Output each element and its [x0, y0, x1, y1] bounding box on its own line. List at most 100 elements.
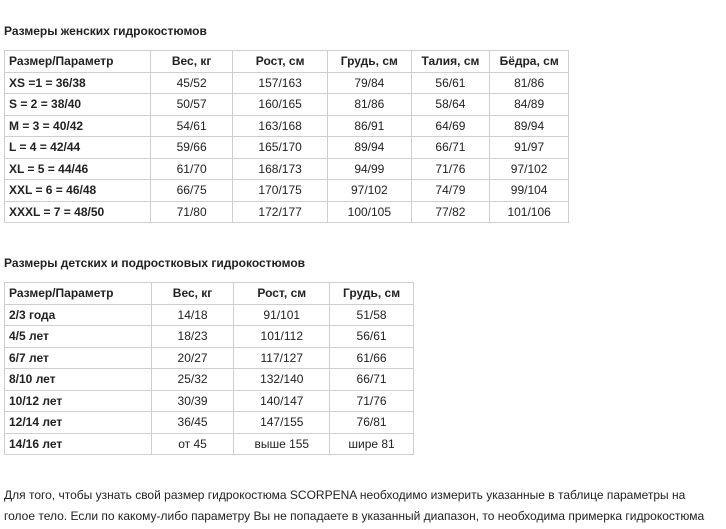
table-cell: 140/147	[233, 389, 331, 412]
table-cell: 165/170	[232, 136, 329, 159]
table-cell: 66/71	[410, 136, 491, 159]
sizing-note: Для того, чтобы узнать свой размер гидро…	[4, 488, 705, 523]
table-cell: 51/58	[329, 303, 414, 326]
table-row: 8/10 лет 25/32 132/140 66/71	[4, 368, 414, 391]
table-cell: XS =1 = 36/38	[3, 71, 152, 94]
table-cell: 50/57	[150, 93, 234, 116]
table-cell: 97/102	[489, 157, 569, 180]
table-cell: 66/71	[329, 368, 414, 391]
table-cell: 61/66	[329, 346, 414, 369]
table-header-row: Размер/Параметр Вес, кг Рост, см Грудь, см	[4, 282, 414, 305]
table-cell: 157/163	[232, 71, 329, 94]
table-cell: 101/106	[489, 200, 569, 223]
column-header: Вес, кг	[150, 50, 234, 73]
table-row: XL = 5 = 44/46 61/70 168/173 94/99 71/76 97/1…	[3, 157, 569, 180]
column-header: Размер/Параметр	[4, 282, 152, 305]
table-cell: 163/168	[232, 114, 329, 137]
table-cell: 6/7 лет	[4, 346, 152, 369]
table-cell: 77/82	[410, 200, 491, 223]
table-row: M = 3 = 40/42 54/61 163/168 86/91 64/69 89/94	[3, 114, 569, 137]
table-cell: 117/127	[233, 346, 331, 369]
table-cell: 89/94	[327, 136, 412, 159]
table-cell: 18/23	[150, 325, 235, 348]
table-row: XS =1 = 36/38 45/52 157/163 79/84 56/61 81/86	[3, 71, 569, 94]
column-header: Рост, см	[233, 282, 331, 305]
table-cell: S = 2 = 38/40	[3, 93, 152, 116]
table-cell: 71/80	[150, 200, 234, 223]
table-cell: 91/101	[233, 303, 331, 326]
table-row: XXXL = 7 = 48/50 71/80 172/177 100/105 77/82…	[3, 200, 569, 223]
women-sizes-title: Размеры женских гидрокостюмов	[4, 24, 207, 38]
column-header: Вес, кг	[150, 282, 235, 305]
table-cell: 61/70	[150, 157, 234, 180]
table-cell: 89/94	[489, 114, 569, 137]
table-cell: 100/105	[327, 200, 412, 223]
table-cell: 81/86	[489, 71, 569, 94]
column-header: Грудь, см	[327, 50, 412, 73]
table-cell: 94/99	[327, 157, 412, 180]
table-cell: 66/75	[150, 179, 234, 202]
table-row: S = 2 = 38/40 50/57 160/165 81/86 58/64 84/89	[3, 93, 569, 116]
table-cell: 14/18	[150, 303, 235, 326]
column-header: Бёдра, см	[489, 50, 569, 73]
table-cell: 97/102	[327, 179, 412, 202]
table-cell: 45/52	[150, 71, 234, 94]
table-cell: 56/61	[410, 71, 491, 94]
table-cell: 168/173	[232, 157, 329, 180]
table-cell: 54/61	[150, 114, 234, 137]
women-size-table: Размер/Параметр Вес, кг Рост, см Грудь, см Т…	[3, 50, 569, 223]
table-cell: 14/16 лет	[4, 432, 152, 455]
table-cell: 36/45	[150, 411, 235, 434]
kids-size-table: Размер/Параметр Вес, кг Рост, см Грудь, см 2…	[4, 282, 414, 455]
table-cell: 147/155	[233, 411, 331, 434]
table-cell: шире 81	[329, 432, 414, 455]
table-cell: 132/140	[233, 368, 331, 391]
column-header: Талия, см	[410, 50, 491, 73]
table-cell: 2/3 года	[4, 303, 152, 326]
table-cell: 20/27	[150, 346, 235, 369]
table-cell: M = 3 = 40/42	[3, 114, 152, 137]
table-cell: 81/86	[327, 93, 412, 116]
table-cell: 10/12 лет	[4, 389, 152, 412]
table-row: XXL = 6 = 46/48 66/75 170/175 97/102 74/79 99…	[3, 179, 569, 202]
table-cell: 170/175	[232, 179, 329, 202]
table-cell: 25/32	[150, 368, 235, 391]
table-cell: 86/91	[327, 114, 412, 137]
table-cell: 79/84	[327, 71, 412, 94]
table-cell: 99/104	[489, 179, 569, 202]
table-cell: 8/10 лет	[4, 368, 152, 391]
table-cell: 101/112	[233, 325, 331, 348]
table-row: 12/14 лет 36/45 147/155 76/81	[4, 411, 414, 434]
table-cell: 91/97	[489, 136, 569, 159]
table-row: 14/16 лет от 45 выше 155 шире 81	[4, 432, 414, 455]
column-header: Грудь, см	[329, 282, 414, 305]
table-cell: 4/5 лет	[4, 325, 152, 348]
table-cell: от 45	[150, 432, 235, 455]
table-cell: 84/89	[489, 93, 569, 116]
column-header: Рост, см	[232, 50, 329, 73]
table-row: 4/5 лет 18/23 101/112 56/61	[4, 325, 414, 348]
table-header-row: Размер/Параметр Вес, кг Рост, см Грудь, см Т…	[3, 50, 569, 73]
table-row: 6/7 лет 20/27 117/127 61/66	[4, 346, 414, 369]
kids-sizes-title: Размеры детских и подростковых гидрокост…	[4, 256, 306, 270]
table-cell: 58/64	[410, 93, 491, 116]
table-cell: 71/76	[410, 157, 491, 180]
table-cell: XXXL = 7 = 48/50	[3, 200, 152, 223]
table-cell: 160/165	[232, 93, 329, 116]
table-cell: 59/66	[150, 136, 234, 159]
table-cell: 76/81	[329, 411, 414, 434]
table-cell: 12/14 лет	[4, 411, 152, 434]
table-row: 2/3 года 14/18 91/101 51/58	[4, 303, 414, 326]
table-cell: 172/177	[232, 200, 329, 223]
table-cell: 74/79	[410, 179, 491, 202]
table-cell: L = 4 = 42/44	[3, 136, 152, 159]
table-cell: 30/39	[150, 389, 235, 412]
table-row: 10/12 лет 30/39 140/147 71/76	[4, 389, 414, 412]
column-header: Размер/Параметр	[3, 50, 152, 73]
table-cell: 64/69	[410, 114, 491, 137]
table-row: L = 4 = 42/44 59/66 165/170 89/94 66/71 91/97	[3, 136, 569, 159]
table-cell: выше 155	[233, 432, 331, 455]
table-cell: 56/61	[329, 325, 414, 348]
table-cell: 71/76	[329, 389, 414, 412]
table-cell: XXL = 6 = 46/48	[3, 179, 152, 202]
